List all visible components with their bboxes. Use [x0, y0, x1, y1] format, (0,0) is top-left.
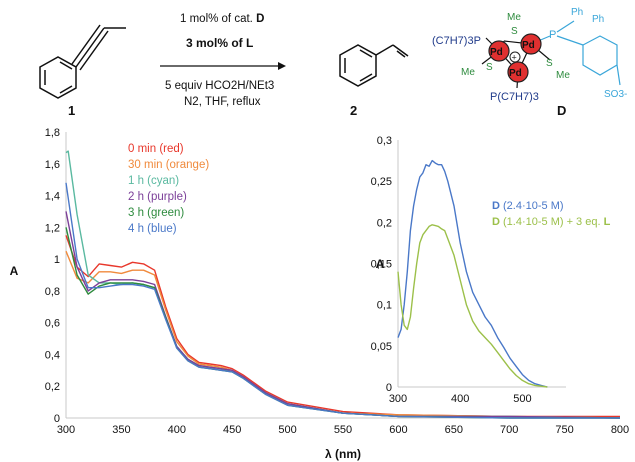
inset-legend-1-rest: (2.4·10-5 M) — [499, 200, 564, 212]
main-x-tick-label: 300 — [57, 424, 75, 436]
pd-label-bottom: Pd — [509, 68, 522, 79]
charge-sign: + — [512, 53, 517, 63]
main-x-tick-label: 650 — [445, 424, 463, 436]
product-label: 2 — [350, 103, 357, 118]
catalyst-pr3-bottom: P(C7H7)3 — [490, 91, 539, 103]
main-y-tick-label: 0,2 — [45, 381, 60, 393]
inset-legend-2-bold2: L — [603, 216, 611, 228]
catalyst-s-right: S — [546, 58, 553, 69]
catalyst-me-right: Me — [556, 70, 570, 81]
reagent-line2: 3 mol% of L — [186, 36, 253, 50]
pd-label-right: Pd — [522, 40, 535, 51]
ligand-p: P — [549, 29, 556, 41]
legend-item-4h: 4 h (blue) — [128, 223, 177, 235]
main-x-tick-label: 550 — [334, 424, 352, 436]
main-y-tick-label: 1 — [54, 254, 60, 266]
pd-sphere-right — [520, 33, 542, 55]
legend-item-1h: 1 h (cyan) — [128, 175, 180, 187]
main-series-line-3 — [65, 211, 621, 419]
main-y-tick-label: 0 — [54, 413, 60, 425]
main-series-line-0 — [65, 235, 620, 418]
main-series-line-5 — [65, 182, 620, 419]
catalyst-pr3-left: (C7H7)3P — [432, 35, 481, 47]
catalyst-s-left: S — [486, 62, 493, 73]
ligand-ph2: Ph — [592, 14, 604, 25]
legend-item-3h: 3 h (green) — [128, 207, 185, 219]
pd-sphere-left — [488, 40, 510, 62]
catalyst-label: D — [557, 103, 566, 118]
inset-legend-2-mid: (1.4·10-5 M) + 3 eq. — [499, 216, 604, 228]
catalyst-me-left: Me — [461, 67, 475, 78]
inset-y-axis-title: A — [376, 257, 385, 271]
inset-background — [368, 132, 626, 412]
main-x-tick-label: 400 — [168, 424, 186, 436]
main-y-tick-label: 0,4 — [45, 349, 60, 361]
main-x-tick-label: 600 — [389, 424, 407, 436]
inset-x-tick-label: 300 — [389, 393, 407, 405]
main-y-tick-label: 1,6 — [45, 159, 60, 171]
main-y-tick-label: 0,6 — [45, 318, 60, 330]
pd-sphere-bottom — [507, 61, 529, 83]
reagent-line1: 1 mol% of cat. D — [180, 13, 264, 25]
main-x-tick-label: 450 — [223, 424, 241, 436]
inset-y-tick-label: 0,3 — [377, 135, 392, 147]
reagent-line3: 5 equiv HCO2H/NEt3 — [165, 80, 274, 92]
reagent-line4: N2, THF, reflux — [184, 96, 261, 108]
arrowhead — [278, 62, 286, 70]
inset-y-tick-label: 0 — [386, 382, 392, 394]
inset-legend-2-bold1: D — [492, 216, 500, 228]
inset-legend-1-bold: D — [492, 200, 500, 212]
main-y-tick-label: 1,4 — [45, 191, 60, 203]
legend-item-2h: 2 h (purple) — [128, 191, 187, 203]
ligand-so3: SO3- — [604, 89, 627, 100]
catalyst-me-top: Me — [507, 12, 521, 23]
main-y-tick-label: 1,2 — [45, 222, 60, 234]
inset-x-tick-label: 500 — [513, 393, 531, 405]
reaction-scheme: 1 1 mol% of cat. D 3 mol% of L 5 equiv H… — [39, 7, 627, 118]
main-y-tick-label: 0,8 — [45, 286, 60, 298]
reactant-structure — [39, 24, 126, 99]
main-x-tick-label: 350 — [112, 424, 130, 436]
main-x-tick-label: 800 — [611, 424, 629, 436]
inset-legend-item-1: D (2.4·10-5 M) — [492, 200, 564, 212]
catalyst-structure: + Pd Pd Pd (C7H7)3P P(C7H7)3 Me S S S Me… — [432, 7, 627, 103]
main-x-tick-label: 500 — [278, 424, 296, 436]
inset-x-tick-label: 400 — [451, 393, 469, 405]
inset-legend-item-2: D (1.4·10-5 M) + 3 eq. L — [492, 216, 610, 228]
catalyst-s-top: S — [511, 26, 518, 37]
inset-series-line-0 — [397, 159, 548, 388]
legend-item-0min: 0 min (red) — [128, 143, 184, 155]
charge-circle — [509, 51, 521, 63]
reactant-label: 1 — [68, 103, 75, 118]
inset-series-line-1 — [397, 224, 548, 388]
pd-label-left: Pd — [490, 47, 503, 58]
main-x-tick-label: 750 — [555, 424, 573, 436]
inset-y-tick-label: 0,2 — [377, 217, 392, 229]
inset-y-tick-label: 0,15 — [371, 259, 392, 271]
ligand-ph1: Ph — [571, 7, 583, 18]
inset-y-tick-label: 0,1 — [377, 300, 392, 312]
product-structure — [339, 44, 409, 87]
main-y-tick-label: 1,8 — [45, 127, 60, 139]
main-x-tick-label: 700 — [500, 424, 518, 436]
inset-y-tick-label: 0,25 — [371, 176, 392, 188]
inset-y-tick-label: 0,05 — [371, 341, 392, 353]
main-x-axis-title: λ (nm) — [325, 447, 361, 461]
legend-item-30min: 30 min (orange) — [128, 159, 210, 171]
main-y-axis-title: A — [10, 264, 19, 278]
